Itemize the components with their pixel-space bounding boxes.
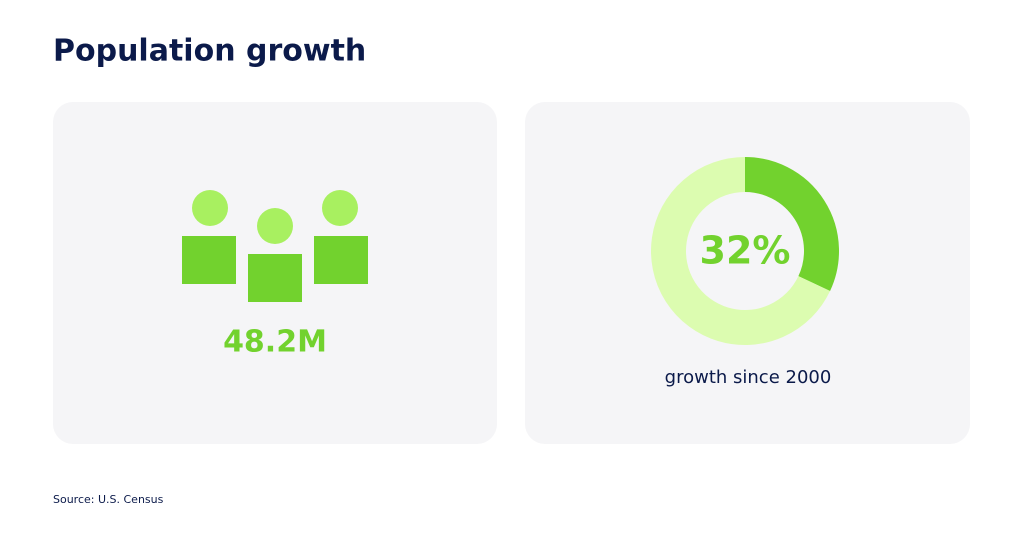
card — [525, 102, 970, 444]
icon-body — [314, 236, 368, 284]
stat-value: 48.2M — [223, 325, 327, 360]
donut-segment — [744, 157, 839, 292]
donut-caption: growth since 2000 — [665, 367, 832, 388]
page-title: Population growth — [53, 34, 366, 69]
source-note: Source: U.S. Census — [53, 493, 164, 506]
icon-head — [322, 190, 358, 226]
icon-body — [248, 254, 302, 302]
donut-segment — [651, 157, 831, 345]
people-icon — [182, 190, 368, 302]
icon-head — [257, 208, 293, 244]
donut-center-label: 32% — [700, 229, 791, 273]
icon-body — [182, 236, 236, 284]
icon-head — [192, 190, 228, 226]
